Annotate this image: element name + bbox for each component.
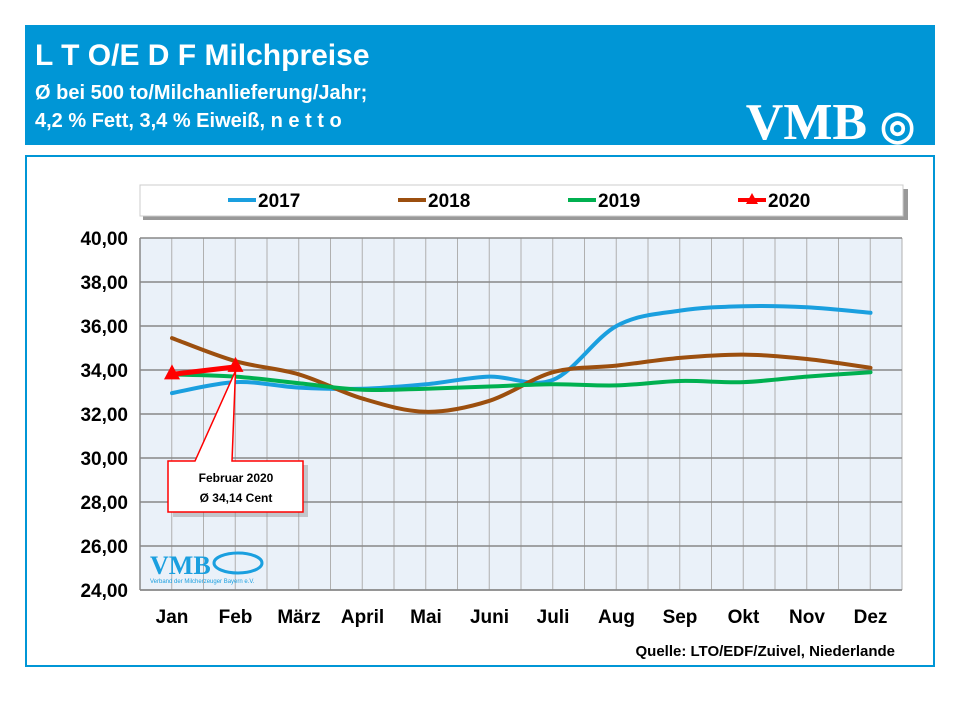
subtitle: 4,2 % Fett, 3,4 % Eiweiß, n e t t o [35,110,342,132]
x-tick-label: Okt [728,607,760,628]
annotation-text: Februar 2020 [199,471,274,485]
vmb-logo: VMB ◎ [745,94,915,151]
x-tick-label: Juni [470,607,509,628]
data-point-2020 [164,364,180,380]
y-tick-label: 24,00 [80,581,128,602]
legend [139,184,904,217]
legend-label: 2017 [258,191,300,212]
y-tick-label: 34,00 [80,361,128,382]
y-tick-label: 38,00 [80,273,128,294]
annotation-text: Ø 34,14 Cent [200,491,273,505]
series-line-2020 [171,364,236,377]
y-tick-label: 28,00 [80,493,128,514]
legend-label: 2019 [598,191,640,212]
y-tick-label: 30,00 [80,449,128,470]
chart-title: L T O/E D F Milchpreise [35,39,370,72]
watermark-logo: VMB [150,551,211,580]
x-tick-label: Feb [219,607,253,628]
x-tick-label: März [277,607,320,628]
series-line-2017 [170,303,873,396]
legend-label: 2018 [428,191,470,212]
x-tick-label: Jan [156,607,189,628]
header-banner: L T O/E D F Milchpreise Ø bei 500 to/Mil… [25,25,935,151]
series-line-2019 [170,370,873,393]
x-tick-label: Juli [537,607,570,628]
x-tick-label: Dez [854,607,888,628]
legend-marker [746,193,758,204]
x-tick-label: April [341,607,384,628]
x-tick-label: Sep [663,607,698,628]
y-tick-label: 26,00 [80,537,128,558]
y-tick-label: 40,00 [80,229,128,250]
legend-label: 2020 [768,191,810,212]
x-tick-label: Aug [598,607,635,628]
watermark-text: Verband der Milcherzeuger Bayern e.V. [150,579,255,585]
series-line-2018 [170,336,873,414]
y-tick-label: 32,00 [80,405,128,426]
source-note: Quelle: LTO/EDF/Zuivel, Niederlande [636,643,896,660]
data-point-2020 [227,356,244,372]
x-tick-label: Nov [789,607,825,628]
x-tick-label: Mai [410,607,442,628]
y-tick-label: 36,00 [80,317,128,338]
annotation-callout [167,370,304,513]
subtitle: Ø bei 500 to/Milchanlieferung/Jahr; [35,82,368,104]
watermark-icon [212,551,264,575]
